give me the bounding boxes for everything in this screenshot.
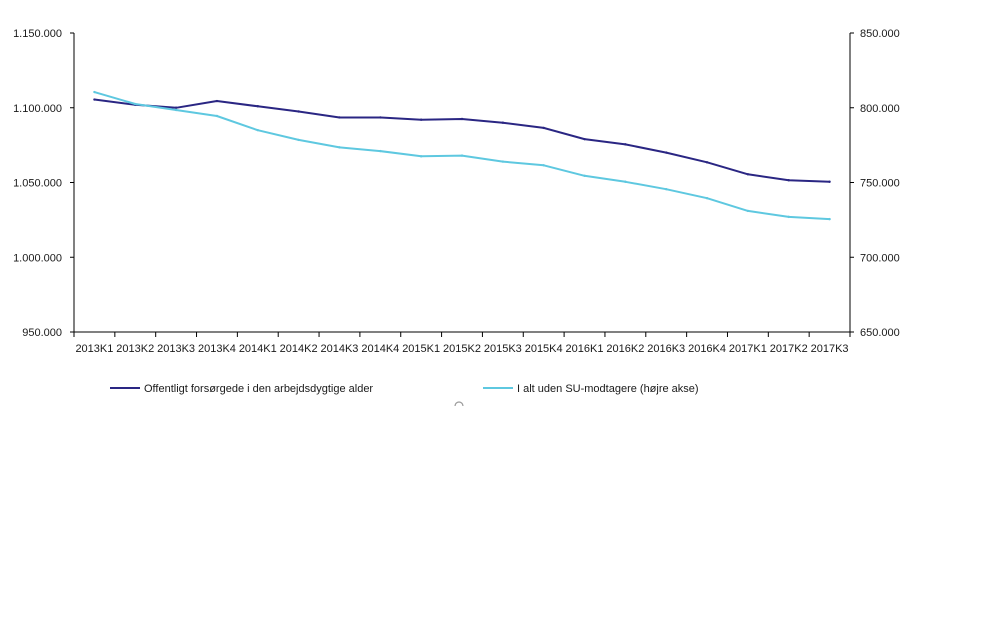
series-2-point xyxy=(134,102,137,106)
series-2-point xyxy=(93,90,96,94)
y-right-tick-label: 750.000 xyxy=(860,178,900,190)
x-tick-label: 2015K4 xyxy=(525,343,563,355)
series-2-point xyxy=(665,188,668,191)
series-1-point xyxy=(624,143,627,146)
y-left-tick-label: 1.000.000 xyxy=(13,252,62,264)
series-1-point xyxy=(256,105,259,108)
x-tick-label: 2015K2 xyxy=(443,343,481,355)
x-tick-label: 2013K2 xyxy=(116,343,154,355)
x-tick-label: 2016K3 xyxy=(647,343,685,355)
series-1-point xyxy=(297,110,300,113)
series-2-point xyxy=(787,215,790,219)
x-tick-label: 2017K3 xyxy=(811,343,849,355)
y-right-tick-label: 700.000 xyxy=(860,252,900,264)
series-1-point xyxy=(215,99,219,103)
series-line-1 xyxy=(94,98,830,183)
series-2-point xyxy=(583,174,586,177)
series-2-point xyxy=(746,209,750,213)
legend-label-2: I alt uden SU-modtagere (højre akse) xyxy=(517,383,699,395)
series-2-point xyxy=(705,196,709,200)
x-tick-label: 2014K3 xyxy=(321,343,359,355)
series-2-point xyxy=(256,128,259,132)
series-1-point xyxy=(705,161,709,164)
y-right-tick-label: 850.000 xyxy=(860,28,900,40)
series-1-point xyxy=(501,121,505,124)
series-2-point xyxy=(542,164,545,167)
decorative-mark xyxy=(454,401,464,407)
series-1-point xyxy=(746,173,750,176)
series-1-point xyxy=(828,180,831,183)
axes: 950.000 1.000.000 1.050.000 1.100.000 1.150.… xyxy=(13,28,900,355)
y-right-tick-label: 650.000 xyxy=(860,327,900,339)
series-1-point xyxy=(583,137,586,141)
x-tick-label: 2013K3 xyxy=(157,343,195,355)
series-1-point xyxy=(542,126,545,130)
series-1-point xyxy=(93,98,96,101)
x-tick-label: 2017K1 xyxy=(729,343,767,355)
series-1-point xyxy=(419,118,423,121)
series-1-point xyxy=(174,106,178,109)
y-left-tick-label: 950.000 xyxy=(22,327,62,339)
series-1-point xyxy=(338,116,341,119)
y-left-tick-label: 1.150.000 xyxy=(13,28,62,40)
series-layer xyxy=(93,90,831,221)
legend-label-1: Offentligt forsørgede i den arbejdsdygti… xyxy=(144,383,373,395)
series-2-point xyxy=(379,149,382,153)
series-1-point xyxy=(787,179,790,182)
x-tick-label: 2017K2 xyxy=(770,343,808,355)
y-left-tick-label: 1.050.000 xyxy=(13,178,62,190)
x-tick-label: 2013K1 xyxy=(75,343,113,355)
x-tick-label: 2016K2 xyxy=(606,343,644,355)
x-tick-label: 2015K3 xyxy=(484,343,522,355)
x-tick-label: 2016K1 xyxy=(566,343,604,355)
y-right-tick-label: 800.000 xyxy=(860,103,900,115)
series-2-point xyxy=(419,155,423,158)
series-2-point xyxy=(624,180,627,183)
series-1-point xyxy=(665,151,668,154)
x-tick-label: 2016K4 xyxy=(688,343,726,355)
x-tick-label: 2014K1 xyxy=(239,343,277,355)
x-tick-label: 2015K1 xyxy=(402,343,440,355)
y-left-tick-label: 1.100.000 xyxy=(13,103,62,115)
series-2-point xyxy=(338,146,341,149)
series-1-point xyxy=(460,117,464,121)
series-2-point xyxy=(460,154,464,157)
x-tick-label: 2013K4 xyxy=(198,343,236,355)
series-1-point xyxy=(379,116,382,119)
x-tick-label: 2014K4 xyxy=(361,343,399,355)
series-2-point xyxy=(297,138,300,142)
series-2-point xyxy=(215,114,219,118)
series-2-point xyxy=(501,160,505,163)
series-2-point xyxy=(174,108,178,112)
x-tick-label: 2014K2 xyxy=(280,343,318,355)
legend: Offentligt forsørgede i den arbejdsdygti… xyxy=(110,383,699,395)
series-2-point xyxy=(828,217,831,221)
